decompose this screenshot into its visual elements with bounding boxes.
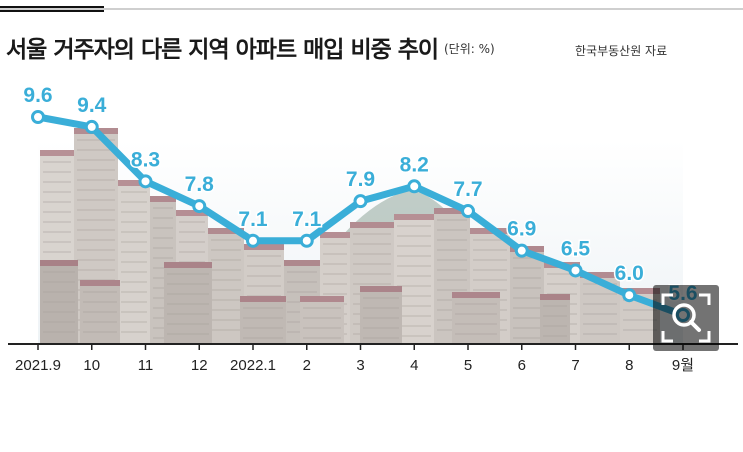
data-point [622, 288, 637, 303]
x-tick-label: 8 [625, 357, 633, 374]
data-point [84, 119, 99, 134]
x-tick-label: 2021.9 [15, 357, 61, 374]
data-label: 6.5 [561, 237, 591, 260]
data-label: 7.9 [346, 168, 375, 191]
data-point [138, 174, 153, 189]
x-tick-label: 9월 [672, 357, 694, 374]
x-tick-label: 2022.1 [230, 357, 276, 374]
x-tick-label: 2 [303, 357, 311, 374]
x-tick-label: 12 [191, 357, 208, 374]
x-tick-label: 6 [518, 357, 526, 374]
data-label: 7.1 [238, 208, 268, 231]
zoom-button[interactable] [653, 285, 719, 351]
source-label: 한국부동산원 자료 [575, 44, 668, 58]
data-point [31, 110, 45, 124]
data-point [407, 179, 422, 194]
data-label: 7.8 [185, 173, 215, 196]
unit-label: (단위: %) [444, 42, 495, 56]
data-label: 7.7 [453, 178, 482, 201]
data-label: 6.0 [615, 262, 644, 285]
apartment-backdrop [38, 128, 683, 344]
data-point [353, 194, 368, 209]
data-point [568, 263, 583, 278]
data-point [299, 233, 314, 248]
data-point [192, 199, 207, 214]
x-tick-label: 3 [356, 357, 364, 374]
top-rule [0, 8, 743, 10]
data-label: 7.1 [292, 208, 322, 231]
data-label: 8.2 [400, 153, 429, 176]
data-label: 8.3 [131, 148, 160, 171]
data-label: 9.6 [23, 84, 52, 107]
x-tick-label: 10 [83, 357, 100, 374]
data-point [461, 204, 475, 219]
x-tick-label: 7 [571, 357, 579, 374]
data-point [246, 233, 260, 248]
x-tick-label: 11 [138, 357, 154, 374]
zoom-magnifier-icon [661, 293, 711, 343]
data-label: 6.9 [507, 218, 536, 241]
data-point [514, 243, 529, 258]
data-label: 9.4 [77, 94, 107, 117]
x-tick-label: 5 [464, 357, 472, 374]
chart-title: 서울 거주자의 다른 지역 아파트 매입 비중 추이 [6, 37, 439, 63]
x-tick-label: 4 [410, 357, 418, 374]
